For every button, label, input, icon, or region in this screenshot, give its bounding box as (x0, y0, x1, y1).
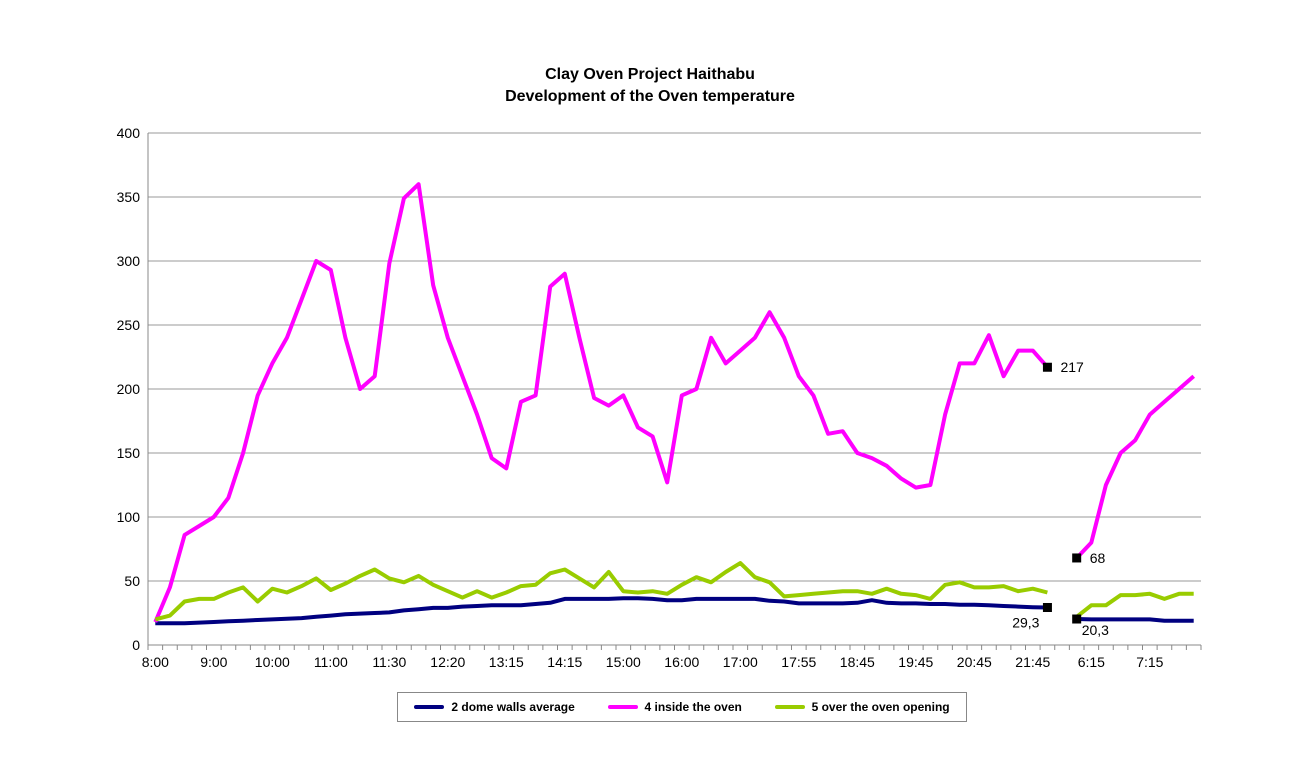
legend-item-inside-oven: 4 inside the oven (607, 700, 742, 714)
x-tick-label: 8:00 (142, 654, 169, 670)
x-tick-label: 15:00 (606, 654, 641, 670)
x-tick-label: 11:00 (314, 654, 348, 670)
x-tick-label: 11:30 (372, 654, 406, 670)
legend-swatch (774, 705, 805, 709)
series-line-3 (1075, 591, 1194, 619)
data-label: 29,3 (1012, 614, 1039, 630)
series-line-3 (154, 561, 1048, 622)
data-label: 217 (1060, 359, 1084, 375)
series-line-2 (1075, 374, 1196, 560)
y-tick-label: 400 (117, 125, 141, 141)
series-line-1 (1076, 617, 1194, 623)
data-marker (1072, 614, 1082, 624)
x-tick-label: 6:15 (1078, 654, 1105, 670)
legend: 2 dome walls average 4 inside the oven 5… (397, 692, 967, 722)
x-tick-label: 17:00 (723, 654, 758, 670)
legend-label: 5 over the oven opening (811, 700, 950, 714)
legend-swatch (607, 705, 638, 709)
x-tick-label: 13:15 (489, 654, 524, 670)
series-line-1 (155, 596, 1048, 626)
data-marker (1042, 362, 1052, 372)
y-tick-label: 0 (132, 637, 140, 653)
series-line-2 (153, 182, 1049, 623)
legend-label: 4 inside the oven (644, 700, 742, 714)
data-label: 20,3 (1082, 622, 1109, 638)
legend-swatch (414, 705, 445, 709)
data-label: 68 (1090, 550, 1106, 566)
x-tick-label: 19:45 (898, 654, 933, 670)
y-tick-label: 350 (117, 189, 141, 205)
y-tick-label: 150 (117, 445, 141, 461)
x-tick-label: 17:55 (781, 654, 816, 670)
x-tick-label: 14:15 (547, 654, 582, 670)
data-marker (1072, 553, 1082, 563)
data-marker (1042, 602, 1052, 612)
legend-item-dome-walls: 2 dome walls average (414, 700, 575, 714)
y-tick-label: 100 (117, 509, 141, 525)
y-tick-label: 300 (117, 253, 141, 269)
legend-label: 2 dome walls average (451, 700, 575, 714)
x-tick-label: 16:00 (664, 654, 699, 670)
x-tick-label: 12:20 (430, 654, 465, 670)
chart-title-line1: Clay Oven Project Haithabu (545, 66, 755, 83)
chart-subtitle: Development of the Oven temperature (505, 88, 795, 105)
x-tick-label: 21:45 (1015, 654, 1050, 670)
x-tick-label: 7:15 (1136, 654, 1163, 670)
y-tick-label: 200 (117, 381, 141, 397)
x-tick-label: 18:45 (840, 654, 875, 670)
x-tick-label: 20:45 (957, 654, 992, 670)
x-tick-label: 10:00 (255, 654, 290, 670)
y-tick-label: 50 (124, 573, 140, 589)
y-tick-label: 250 (117, 317, 141, 333)
x-tick-label: 9:00 (200, 654, 227, 670)
legend-item-over-opening: 5 over the oven opening (774, 700, 950, 714)
chart-title: Clay Oven Project Haithabu Development o… (0, 64, 1300, 108)
